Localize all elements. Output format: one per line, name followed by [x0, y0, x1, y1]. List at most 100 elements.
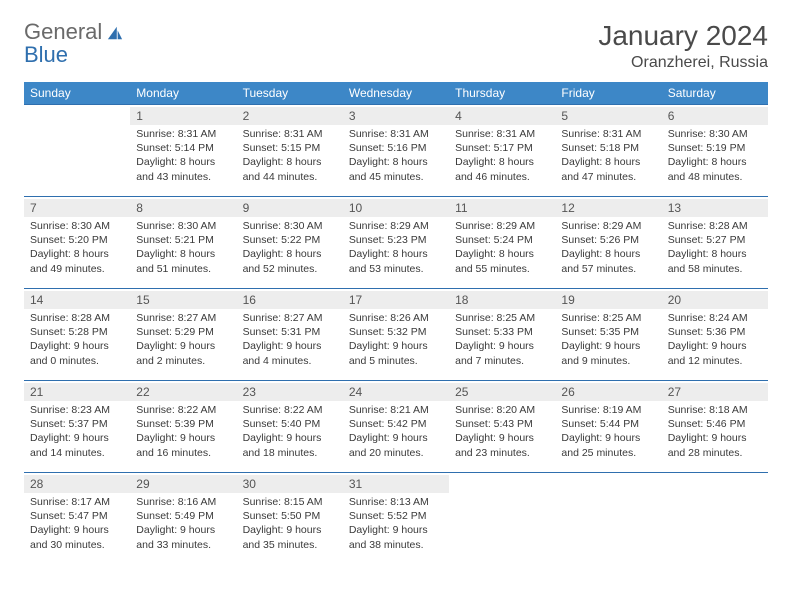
day-info: Sunrise: 8:31 AMSunset: 5:16 PMDaylight:…	[349, 127, 443, 184]
day-info: Sunrise: 8:28 AMSunset: 5:28 PMDaylight:…	[30, 311, 124, 368]
calendar-cell: 21 Sunrise: 8:23 AMSunset: 5:37 PMDayligh…	[24, 381, 130, 473]
calendar-cell: 15 Sunrise: 8:27 AMSunset: 5:29 PMDayligh…	[130, 289, 236, 381]
calendar-cell: 30Sunrise: 8:15 AMSunset: 5:50 PMDayligh…	[237, 473, 343, 565]
calendar-cell: 4Sunrise: 8:31 AMSunset: 5:17 PMDaylight…	[449, 105, 555, 197]
calendar-cell	[662, 473, 768, 565]
day-info: Sunrise: 8:25 AMSunset: 5:33 PMDaylight:…	[455, 311, 549, 368]
day-number: 28	[24, 475, 130, 493]
day-number: 13	[662, 199, 768, 217]
calendar-cell: 28 Sunrise: 8:17 AMSunset: 5:47 PMDayligh…	[24, 473, 130, 565]
calendar-cell: 27 Sunrise: 8:18 AMSunset: 5:46 PMDayligh…	[662, 381, 768, 473]
day-info: Sunrise: 8:31 AMSunset: 5:18 PMDaylight:…	[561, 127, 655, 184]
calendar-cell: 22 Sunrise: 8:22 AMSunset: 5:39 PMDayligh…	[130, 381, 236, 473]
calendar-cell: 3 Sunrise: 8:31 AMSunset: 5:16 PMDaylight…	[343, 105, 449, 197]
day-info: Sunrise: 8:21 AMSunset: 5:42 PMDaylight:…	[349, 403, 443, 460]
day-info: Sunrise: 8:24 AMSunset: 5:36 PMDaylight:…	[668, 311, 762, 368]
calendar-cell: 6 Sunrise: 8:30 AMSunset: 5:19 PMDaylight…	[662, 105, 768, 197]
brand-part2: Blue	[24, 42, 68, 67]
day-info: Sunrise: 8:31 AMSunset: 5:15 PMDaylight:…	[243, 127, 337, 184]
day-number: 23	[237, 383, 343, 401]
calendar-cell: 29 Sunrise: 8:16 AMSunset: 5:49 PMDayligh…	[130, 473, 236, 565]
day-info: Sunrise: 8:26 AMSunset: 5:32 PMDaylight:…	[349, 311, 443, 368]
calendar-cell: 2 Sunrise: 8:31 AMSunset: 5:15 PMDaylight…	[237, 105, 343, 197]
day-number: 22	[130, 383, 236, 401]
day-number: 7	[24, 199, 130, 217]
calendar-cell: 31 Sunrise: 8:13 AMSunset: 5:52 PMDayligh…	[343, 473, 449, 565]
day-info: Sunrise: 8:25 AMSunset: 5:35 PMDaylight:…	[561, 311, 655, 368]
calendar-cell: 10Sunrise: 8:29 AMSunset: 5:23 PMDayligh…	[343, 197, 449, 289]
day-number: 10	[343, 199, 449, 217]
day-number: 9	[237, 199, 343, 217]
day-number: 1	[130, 107, 236, 125]
brand-logo: GeneralBlue	[24, 20, 125, 66]
day-info: Sunrise: 8:29 AMSunset: 5:24 PMDaylight:…	[455, 219, 549, 276]
day-info: Sunrise: 8:27 AMSunset: 5:29 PMDaylight:…	[136, 311, 230, 368]
day-info: Sunrise: 8:30 AMSunset: 5:19 PMDaylight:…	[668, 127, 762, 184]
calendar-cell	[449, 473, 555, 565]
day-number: 19	[555, 291, 661, 309]
day-info: Sunrise: 8:31 AMSunset: 5:14 PMDaylight:…	[136, 127, 230, 184]
day-number: 5	[555, 107, 661, 125]
day-number: 17	[343, 291, 449, 309]
calendar-cell: 17 Sunrise: 8:26 AMSunset: 5:32 PMDayligh…	[343, 289, 449, 381]
calendar-cell: 5 Sunrise: 8:31 AMSunset: 5:18 PMDaylight…	[555, 105, 661, 197]
sail-icon	[104, 20, 125, 43]
day-number: 31	[343, 475, 449, 493]
day-number: 14	[24, 291, 130, 309]
day-number: 15	[130, 291, 236, 309]
calendar-header-row: SundayMondayTuesdayWednesdayThursdayFrid…	[24, 82, 768, 105]
day-number: 2	[237, 107, 343, 125]
day-number: 16	[237, 291, 343, 309]
calendar-cell: 9 Sunrise: 8:30 AMSunset: 5:22 PMDaylight…	[237, 197, 343, 289]
day-number: 4	[449, 107, 555, 125]
calendar-cell: 1 Sunrise: 8:31 AMSunset: 5:14 PMDaylight…	[130, 105, 236, 197]
day-number: 30	[237, 475, 343, 493]
day-info: Sunrise: 8:23 AMSunset: 5:37 PMDaylight:…	[30, 403, 124, 460]
day-info: Sunrise: 8:20 AMSunset: 5:43 PMDaylight:…	[455, 403, 549, 460]
day-number: 29	[130, 475, 236, 493]
day-info: Sunrise: 8:30 AMSunset: 5:22 PMDaylight:…	[243, 219, 337, 276]
weekday-header: Thursday	[449, 82, 555, 105]
calendar-cell: 26Sunrise: 8:19 AMSunset: 5:44 PMDayligh…	[555, 381, 661, 473]
calendar-cell: 20 Sunrise: 8:24 AMSunset: 5:36 PMDayligh…	[662, 289, 768, 381]
day-number: 3	[343, 107, 449, 125]
day-info: Sunrise: 8:30 AMSunset: 5:21 PMDaylight:…	[136, 219, 230, 276]
day-number: 6	[662, 107, 768, 125]
day-number: 27	[662, 383, 768, 401]
calendar-cell: 11 Sunrise: 8:29 AMSunset: 5:24 PMDayligh…	[449, 197, 555, 289]
calendar-cell: 12 Sunrise: 8:29 AMSunset: 5:26 PMDayligh…	[555, 197, 661, 289]
brand-part1: General	[24, 19, 102, 44]
day-info: Sunrise: 8:16 AMSunset: 5:49 PMDaylight:…	[136, 495, 230, 552]
calendar-cell: 23 Sunrise: 8:22 AMSunset: 5:40 PMDayligh…	[237, 381, 343, 473]
month-title: January 2024	[598, 20, 768, 52]
day-info: Sunrise: 8:22 AMSunset: 5:40 PMDaylight:…	[243, 403, 337, 460]
day-number: 12	[555, 199, 661, 217]
day-info: Sunrise: 8:29 AMSunset: 5:26 PMDaylight:…	[561, 219, 655, 276]
weekday-header: Monday	[130, 82, 236, 105]
day-info: Sunrise: 8:22 AMSunset: 5:39 PMDaylight:…	[136, 403, 230, 460]
day-number: 25	[449, 383, 555, 401]
calendar-cell: 7Sunrise: 8:30 AMSunset: 5:20 PMDaylight…	[24, 197, 130, 289]
day-info: Sunrise: 8:28 AMSunset: 5:27 PMDaylight:…	[668, 219, 762, 276]
day-number: 11	[449, 199, 555, 217]
weekday-header: Wednesday	[343, 82, 449, 105]
weekday-header: Tuesday	[237, 82, 343, 105]
calendar-cell: 24 Sunrise: 8:21 AMSunset: 5:42 PMDayligh…	[343, 381, 449, 473]
day-info: Sunrise: 8:13 AMSunset: 5:52 PMDaylight:…	[349, 495, 443, 552]
title-block: January 2024 Oranzherei, Russia	[598, 20, 768, 72]
day-info: Sunrise: 8:18 AMSunset: 5:46 PMDaylight:…	[668, 403, 762, 460]
day-number: 8	[130, 199, 236, 217]
calendar-cell: 19 Sunrise: 8:25 AMSunset: 5:35 PMDayligh…	[555, 289, 661, 381]
day-number: 24	[343, 383, 449, 401]
day-number: 21	[24, 383, 130, 401]
day-info: Sunrise: 8:27 AMSunset: 5:31 PMDaylight:…	[243, 311, 337, 368]
calendar-cell	[555, 473, 661, 565]
calendar-cell: 8 Sunrise: 8:30 AMSunset: 5:21 PMDaylight…	[130, 197, 236, 289]
day-number: 20	[662, 291, 768, 309]
day-number: 26	[555, 383, 661, 401]
day-info: Sunrise: 8:17 AMSunset: 5:47 PMDaylight:…	[30, 495, 124, 552]
calendar-cell: 16 Sunrise: 8:27 AMSunset: 5:31 PMDayligh…	[237, 289, 343, 381]
day-number: 18	[449, 291, 555, 309]
weekday-header: Saturday	[662, 82, 768, 105]
calendar-cell: 14 Sunrise: 8:28 AMSunset: 5:28 PMDayligh…	[24, 289, 130, 381]
